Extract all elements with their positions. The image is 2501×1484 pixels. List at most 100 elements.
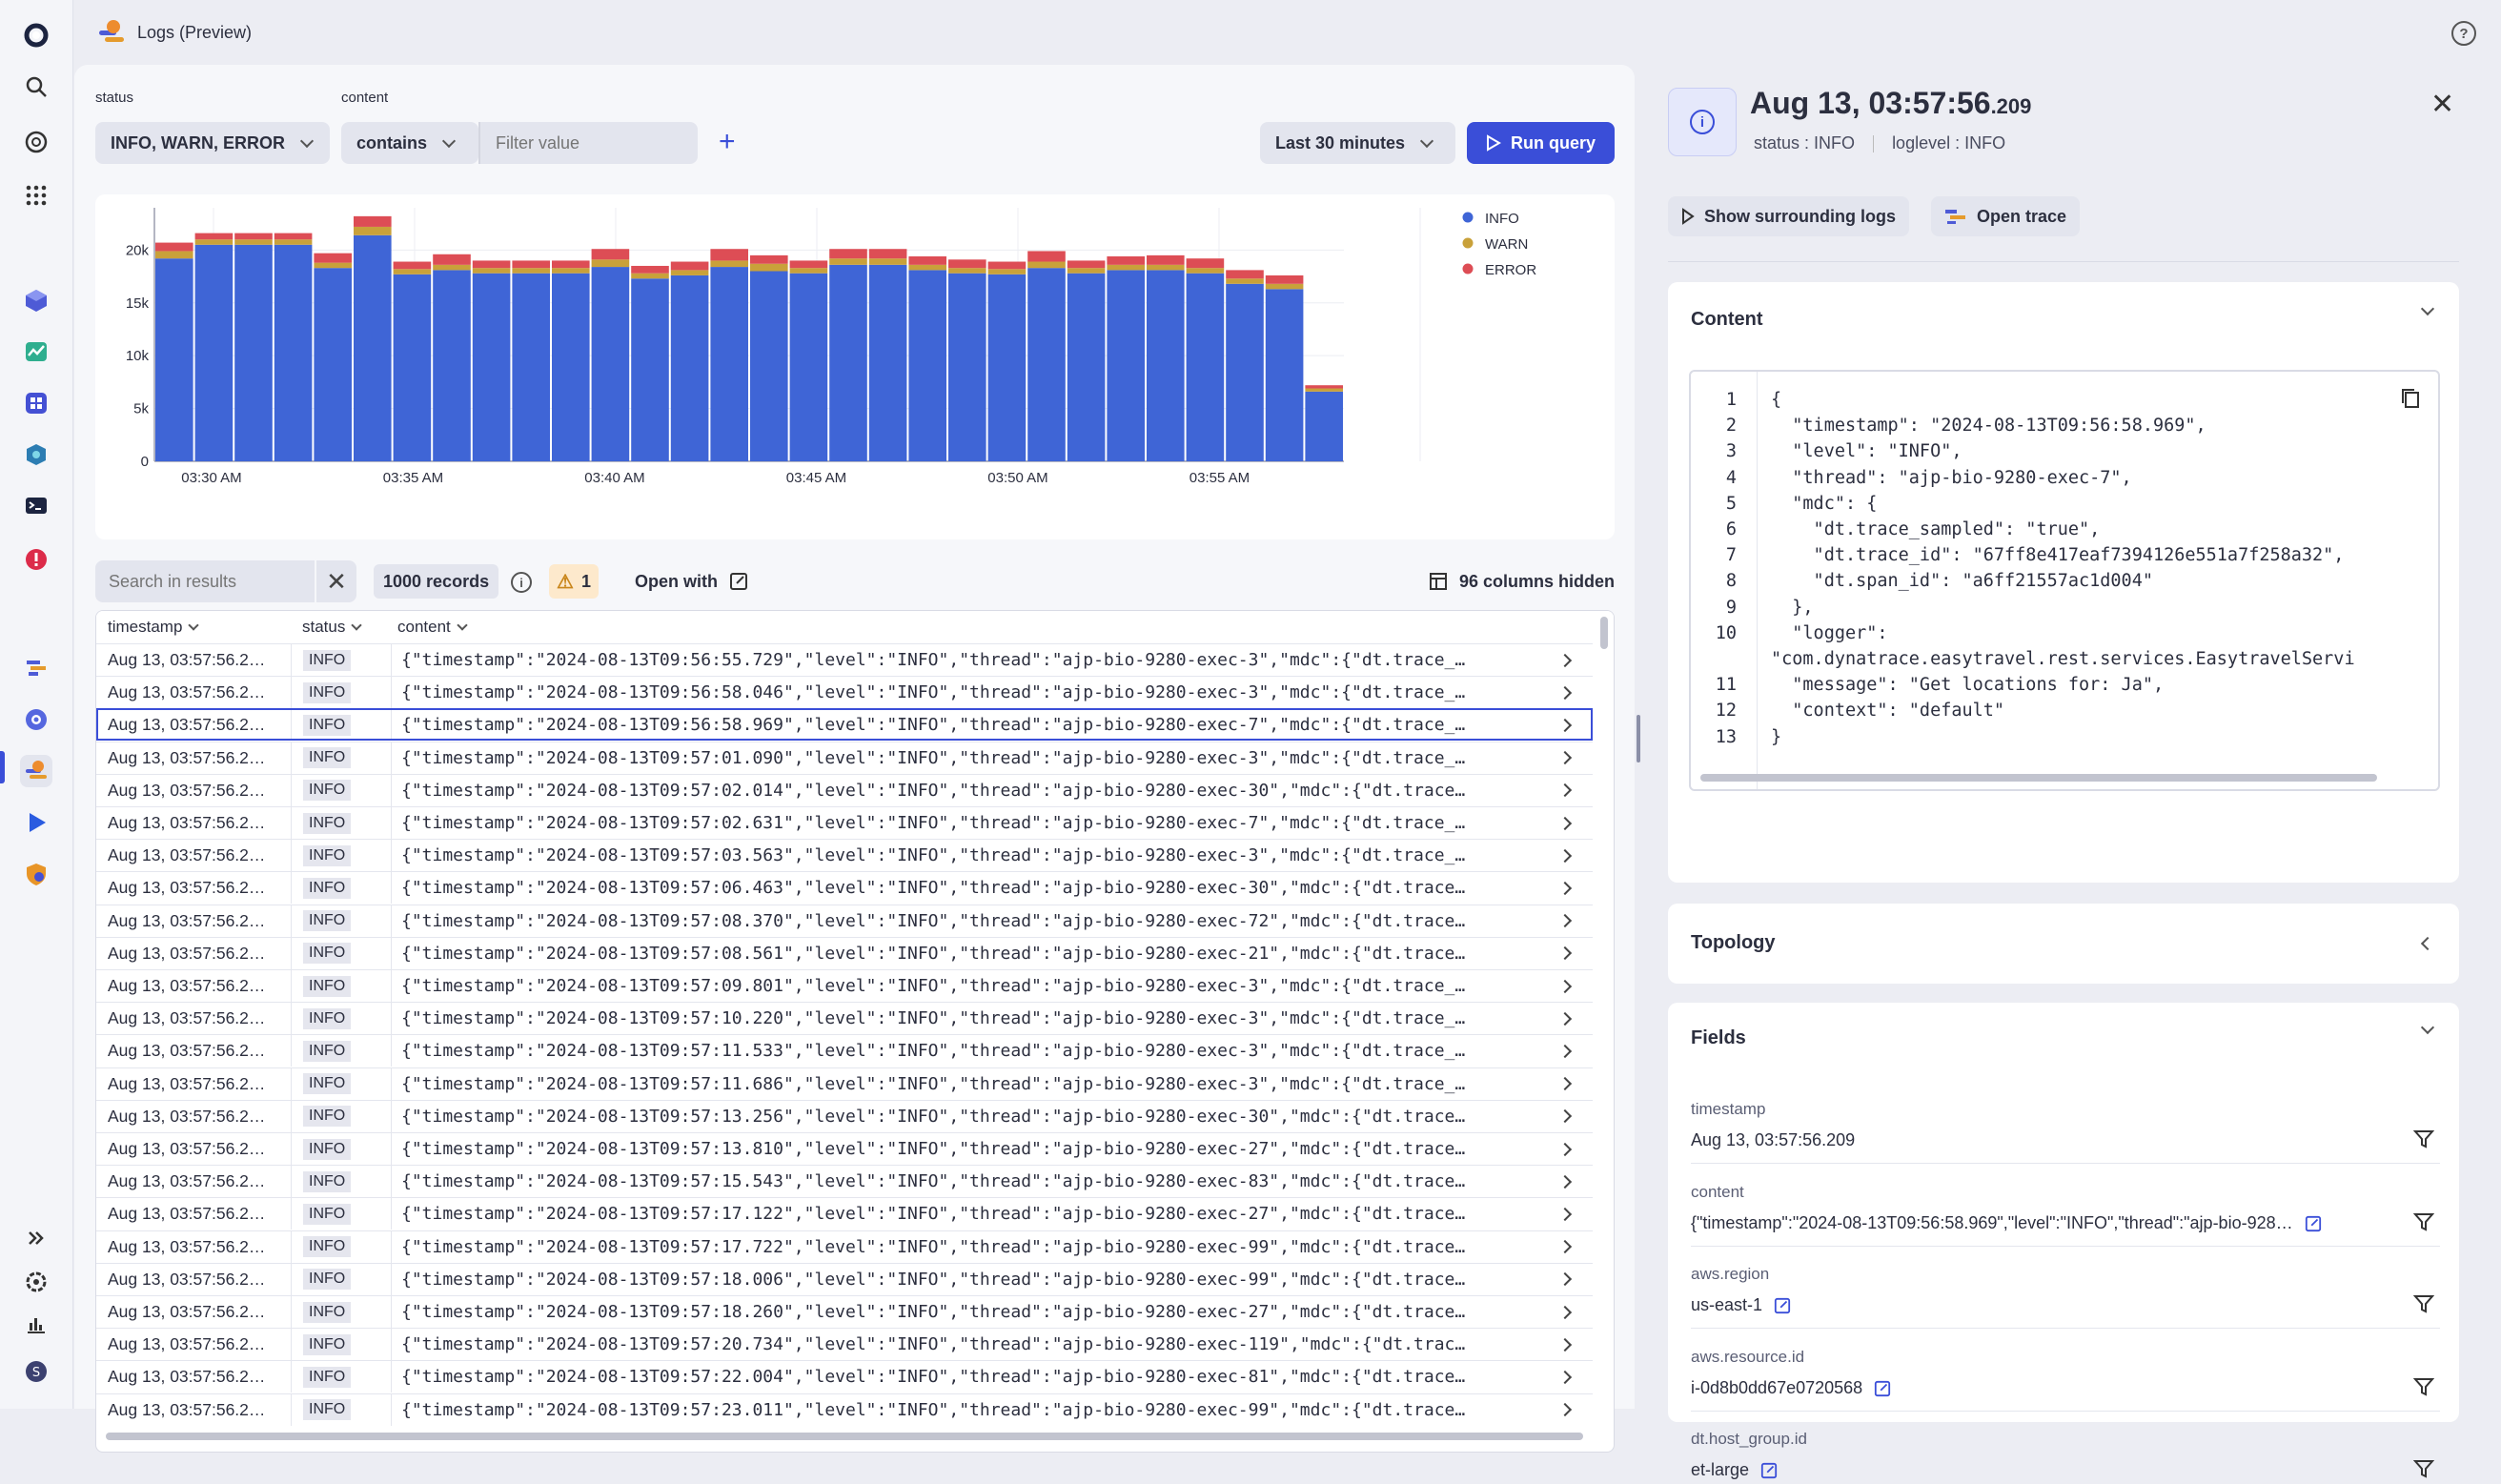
operator-dropdown[interactable]: contains (341, 122, 478, 164)
table-row[interactable]: Aug 13, 03:57:56.2… INFO {"timestamp":"202… (96, 1262, 1593, 1295)
expand-row-chevron-icon[interactable] (1557, 1174, 1573, 1189)
table-row[interactable]: Aug 13, 03:57:56.2… INFO {"timestamp":"202… (96, 1099, 1593, 1132)
clear-search-icon[interactable]: ✕ (316, 560, 356, 602)
status-filter-dropdown[interactable]: INFO, WARN, ERROR (95, 122, 330, 164)
table-row[interactable]: Aug 13, 03:57:56.2… INFO {"timestamp":"202… (96, 1393, 1593, 1426)
open-link-icon[interactable] (1874, 1380, 1891, 1397)
table-row[interactable]: Aug 13, 03:57:56.2… INFO {"timestamp":"202… (96, 1295, 1593, 1328)
expand-row-chevron-icon[interactable] (1557, 816, 1573, 830)
table-row[interactable]: Aug 13, 03:57:56.2… INFO {"timestamp":"202… (96, 839, 1593, 872)
expand-row-chevron-icon[interactable] (1557, 1305, 1573, 1319)
expand-rail-icon[interactable] (20, 1222, 52, 1254)
table-row[interactable]: Aug 13, 03:57:56.2… INFO {"timestamp":"202… (96, 1197, 1593, 1230)
help-icon[interactable]: ? (2451, 21, 2476, 46)
reports-icon[interactable] (20, 1308, 52, 1340)
apps-grid-icon[interactable] (20, 179, 52, 212)
table-row[interactable]: Aug 13, 03:57:56.2… INFO {"timestamp":"202… (96, 773, 1593, 806)
timeframe-selector[interactable]: Last 30 minutes (1260, 122, 1455, 164)
expand-row-chevron-icon[interactable] (1557, 1370, 1573, 1384)
expand-row-chevron-icon[interactable] (1557, 914, 1573, 928)
search-icon[interactable] (20, 71, 52, 103)
app-terminal-icon[interactable] (20, 490, 52, 522)
user-avatar[interactable]: S (20, 1355, 52, 1388)
settings-icon[interactable] (20, 1266, 52, 1298)
field-value[interactable]: i-0d8b0dd67e0720568 (1691, 1378, 1891, 1398)
column-header-status[interactable]: status (302, 611, 363, 643)
app-infrastructure-icon[interactable] (20, 335, 52, 368)
app-security-icon[interactable] (20, 858, 52, 890)
expand-row-chevron-icon[interactable] (1557, 881, 1573, 895)
warning-badge[interactable]: ⚠ 1 (549, 564, 599, 599)
expand-row-chevron-icon[interactable] (1557, 1077, 1573, 1091)
field-value[interactable]: {"timestamp":"2024-08-13T09:56:58.969","… (1691, 1213, 2322, 1233)
expand-row-chevron-icon[interactable] (1557, 783, 1573, 798)
panel-resize-handle[interactable] (1637, 715, 1640, 762)
table-row[interactable]: Aug 13, 03:57:56.2… INFO {"timestamp":"202… (96, 1067, 1593, 1100)
table-row[interactable]: Aug 13, 03:57:56.2… INFO {"timestamp":"202… (96, 904, 1593, 937)
table-row[interactable]: Aug 13, 03:57:56.2… INFO {"timestamp":"202… (96, 936, 1593, 969)
expand-row-chevron-icon[interactable] (1557, 1044, 1573, 1058)
table-row[interactable]: Aug 13, 03:57:56.2… INFO {"timestamp":"202… (96, 1360, 1593, 1393)
open-link-icon[interactable] (1774, 1297, 1791, 1314)
column-header-content[interactable]: content (397, 611, 468, 643)
filter-value-input[interactable] (478, 122, 698, 164)
copy-icon[interactable] (2400, 387, 2421, 410)
table-row[interactable]: Aug 13, 03:57:56.2… INFO {"timestamp":"202… (96, 969, 1593, 1002)
filter-funnel-icon[interactable] (2412, 1128, 2435, 1149)
close-icon[interactable]: ✕ (2430, 89, 2455, 120)
table-row[interactable]: Aug 13, 03:57:56.2… INFO {"timestamp":"202… (96, 676, 1593, 709)
expand-row-chevron-icon[interactable] (1557, 1337, 1573, 1352)
open-with-button[interactable]: Open with (635, 560, 748, 602)
app-kubernetes-icon[interactable] (20, 438, 52, 471)
expand-row-chevron-icon[interactable] (1557, 946, 1573, 961)
expand-row-chevron-icon[interactable] (1557, 685, 1573, 700)
table-row[interactable]: Aug 13, 03:57:56.2… INFO {"timestamp":"202… (96, 1328, 1593, 1361)
column-header-timestamp[interactable]: timestamp (108, 611, 200, 643)
topology-section[interactable]: Topology (1668, 904, 2459, 984)
table-row[interactable]: Aug 13, 03:57:56.2… INFO {"timestamp":"202… (96, 1230, 1593, 1263)
filter-funnel-icon[interactable] (2412, 1376, 2435, 1397)
vertical-scrollbar[interactable] (1600, 617, 1608, 649)
expand-row-chevron-icon[interactable] (1557, 1403, 1573, 1417)
app-services-icon[interactable] (20, 703, 52, 736)
filter-funnel-icon[interactable] (2412, 1211, 2435, 1232)
run-query-button[interactable]: Run query (1467, 122, 1615, 164)
collapse-chevron-icon[interactable] (2420, 301, 2435, 316)
expand-row-chevron-icon[interactable] (1557, 1011, 1573, 1026)
dashboard-gauge-icon[interactable] (20, 126, 52, 158)
table-row[interactable]: Aug 13, 03:57:56.2… INFO {"timestamp":"202… (96, 1002, 1593, 1035)
dynatrace-logo-icon[interactable] (20, 19, 52, 51)
filter-funnel-icon[interactable] (2412, 1293, 2435, 1314)
open-link-icon[interactable] (1760, 1462, 1778, 1479)
show-surrounding-logs-button[interactable]: Show surrounding logs (1668, 196, 1909, 236)
app-dashboards-icon[interactable] (20, 387, 52, 419)
open-link-icon[interactable] (2305, 1215, 2322, 1232)
app-traces-icon[interactable] (20, 652, 52, 684)
search-results-input[interactable] (95, 560, 315, 602)
add-filter-icon[interactable]: + (719, 126, 736, 157)
app-workflows-icon[interactable] (20, 806, 52, 839)
columns-hidden-button[interactable]: 96 columns hidden (1429, 560, 1615, 602)
code-horizontal-scrollbar[interactable] (1700, 774, 2377, 782)
table-row[interactable]: Aug 13, 03:57:56.2… INFO {"timestamp":"202… (96, 1165, 1593, 1198)
table-row[interactable]: Aug 13, 03:57:56.2… INFO {"timestamp":"202… (96, 871, 1593, 905)
expand-row-chevron-icon[interactable] (1557, 979, 1573, 993)
info-icon[interactable]: i (511, 572, 532, 593)
table-row[interactable]: Aug 13, 03:57:56.2… INFO {"timestamp":"202… (96, 1034, 1593, 1067)
expand-row-chevron-icon[interactable] (1557, 1109, 1573, 1124)
expand-row-chevron-icon[interactable] (1557, 718, 1573, 732)
table-row[interactable]: Aug 13, 03:57:56.2… INFO {"timestamp":"202… (96, 708, 1593, 742)
table-row[interactable]: Aug 13, 03:57:56.2… INFO {"timestamp":"202… (96, 1132, 1593, 1165)
table-row[interactable]: Aug 13, 03:57:56.2… INFO {"timestamp":"202… (96, 741, 1593, 774)
app-logs-icon[interactable] (20, 755, 52, 787)
filter-funnel-icon[interactable] (2412, 1458, 2435, 1479)
expand-row-chevron-icon[interactable] (1557, 848, 1573, 863)
table-row[interactable]: Aug 13, 03:57:56.2… INFO {"timestamp":"202… (96, 806, 1593, 839)
table-row[interactable]: Aug 13, 03:57:56.2… INFO {"timestamp":"202… (96, 643, 1593, 676)
app-cube-icon[interactable] (20, 284, 52, 316)
expand-row-chevron-icon[interactable] (1557, 1207, 1573, 1221)
collapse-chevron-icon[interactable] (2420, 1020, 2435, 1035)
horizontal-scrollbar[interactable] (106, 1433, 1583, 1440)
app-problems-icon[interactable] (20, 543, 52, 576)
field-value[interactable]: et-large (1691, 1460, 1778, 1480)
